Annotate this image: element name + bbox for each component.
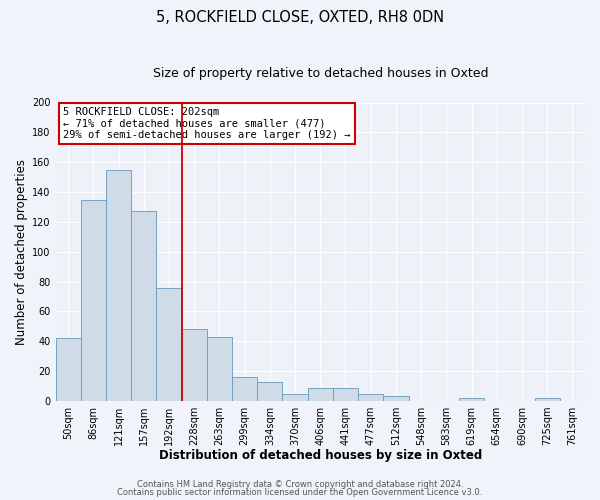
Bar (383, 396, 409, 401)
Title: Size of property relative to detached houses in Oxted: Size of property relative to detached ho… (152, 68, 488, 80)
Bar (283, 394, 308, 401)
Bar (535, 398, 560, 401)
Bar (257, 382, 283, 401)
Bar (333, 388, 358, 401)
Bar (81, 200, 106, 401)
Bar (131, 212, 157, 401)
Text: 5 ROCKFIELD CLOSE: 202sqm
← 71% of detached houses are smaller (477)
29% of semi: 5 ROCKFIELD CLOSE: 202sqm ← 71% of detac… (64, 107, 351, 140)
Y-axis label: Number of detached properties: Number of detached properties (15, 158, 28, 344)
Bar (459, 398, 484, 401)
Bar (207, 337, 232, 401)
Bar (308, 388, 333, 401)
Bar (106, 170, 131, 401)
Bar (157, 288, 182, 401)
Bar (182, 330, 207, 401)
Bar (232, 377, 257, 401)
Text: Contains HM Land Registry data © Crown copyright and database right 2024.: Contains HM Land Registry data © Crown c… (137, 480, 463, 489)
Text: Contains public sector information licensed under the Open Government Licence v3: Contains public sector information licen… (118, 488, 482, 497)
Bar (56, 338, 81, 401)
X-axis label: Distribution of detached houses by size in Oxted: Distribution of detached houses by size … (158, 450, 482, 462)
Bar (358, 394, 383, 401)
Text: 5, ROCKFIELD CLOSE, OXTED, RH8 0DN: 5, ROCKFIELD CLOSE, OXTED, RH8 0DN (156, 10, 444, 25)
